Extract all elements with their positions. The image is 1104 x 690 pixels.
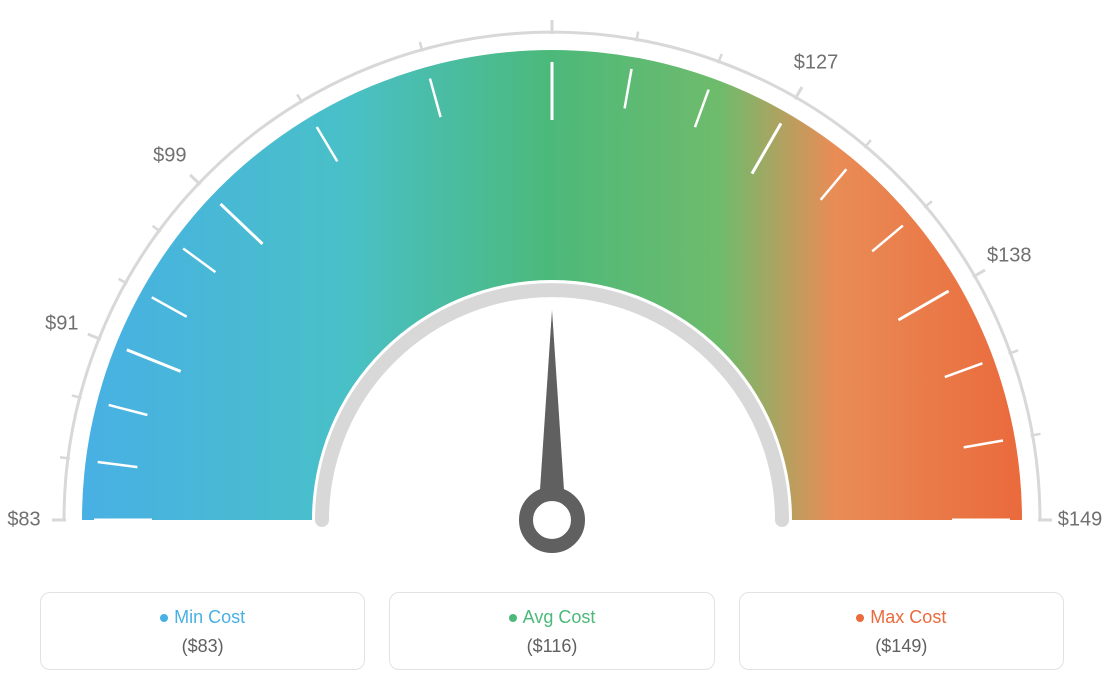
gauge-tick-label: $149 — [1058, 509, 1103, 532]
legend-title-text: Max Cost — [870, 607, 946, 627]
gauge-tick-label: $99 — [153, 144, 186, 167]
legend-title-text: Min Cost — [174, 607, 245, 627]
legend-card-avg: Avg Cost ($116) — [389, 592, 714, 670]
gauge-tick-label: $91 — [45, 312, 78, 335]
gauge-tick-label: $127 — [794, 51, 839, 74]
legend-dot-icon — [856, 614, 864, 622]
chart-container: $83 $91 $99 $116 $127 $138 $149 Min Cost ($83) A… — [0, 0, 1104, 690]
gauge-tick-label: $83 — [7, 509, 40, 532]
legend-dot-icon — [160, 614, 168, 622]
legend-card-max: Max Cost ($149) — [739, 592, 1064, 670]
legend-card-min: Min Cost ($83) — [40, 592, 365, 670]
legend-dot-icon — [509, 614, 517, 622]
legend-title: Max Cost — [750, 607, 1053, 628]
legend-title: Min Cost — [51, 607, 354, 628]
legend-title-text: Avg Cost — [523, 607, 596, 627]
legend-row: Min Cost ($83) Avg Cost ($116) Max Cost ($149… — [40, 592, 1064, 670]
legend-value: ($83) — [51, 636, 354, 657]
legend-value: ($116) — [400, 636, 703, 657]
gauge-tick-label: $138 — [987, 245, 1032, 268]
gauge-svg — [0, 0, 1104, 570]
gauge-area: $83 $91 $99 $116 $127 $138 $149 — [0, 0, 1104, 570]
legend-title: Avg Cost — [400, 607, 703, 628]
legend-value: ($149) — [750, 636, 1053, 657]
gauge-tick-label: $116 — [530, 0, 573, 4]
